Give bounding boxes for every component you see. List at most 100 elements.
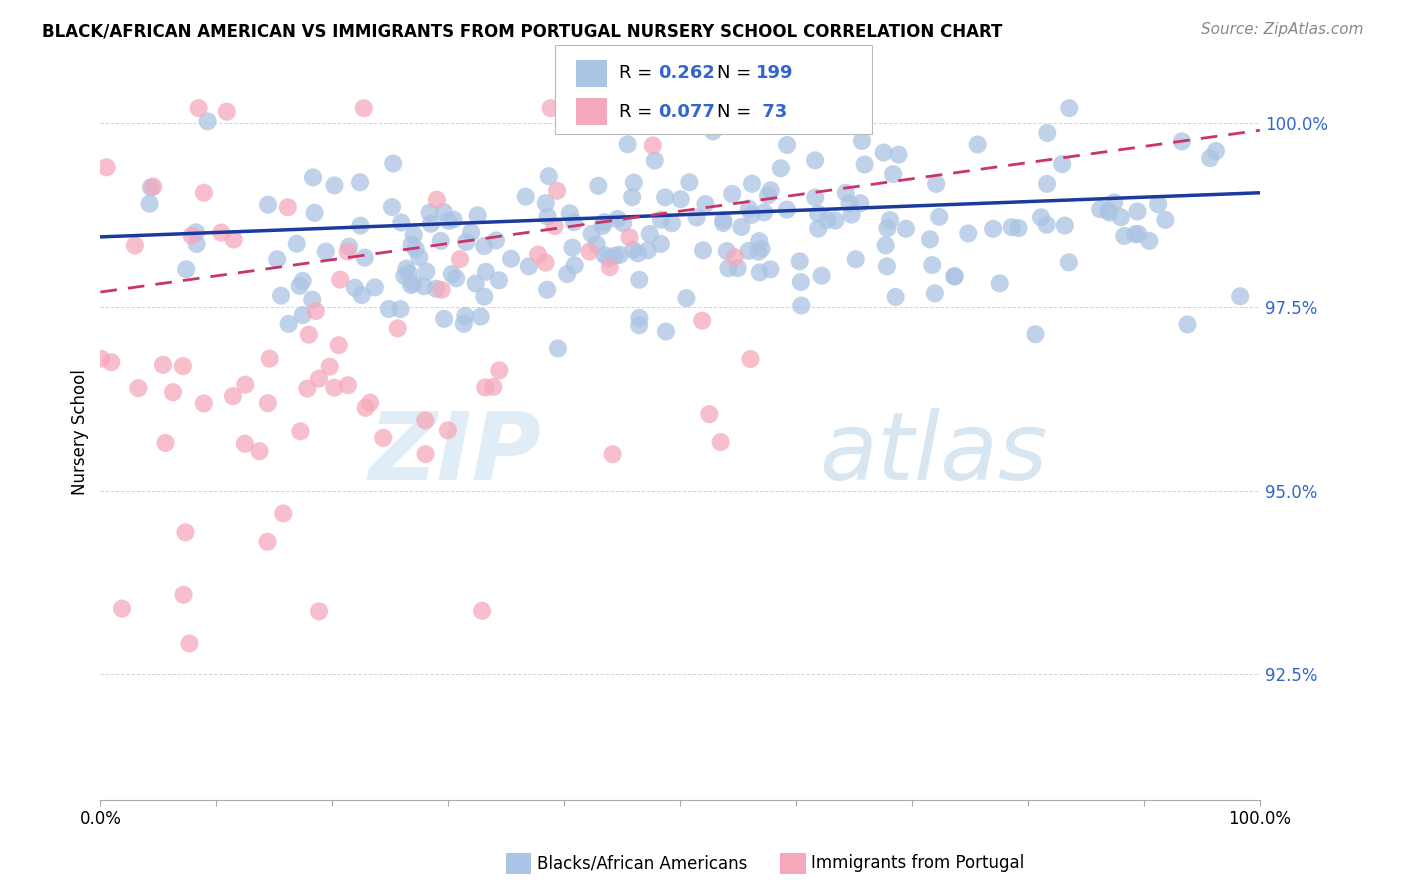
Point xyxy=(882,167,904,181)
Point xyxy=(751,242,773,256)
Point xyxy=(266,252,288,267)
Point xyxy=(748,265,770,279)
Text: N =: N = xyxy=(717,103,756,120)
Point xyxy=(894,221,917,235)
Text: N =: N = xyxy=(717,64,756,82)
Point xyxy=(323,381,346,395)
Point xyxy=(373,431,395,445)
Point xyxy=(277,200,299,214)
Text: Blacks/African Americans: Blacks/African Americans xyxy=(537,855,748,872)
Point xyxy=(699,407,721,421)
Point xyxy=(402,227,425,242)
Point xyxy=(655,325,678,339)
Point xyxy=(716,244,738,259)
Point xyxy=(426,193,449,207)
Point xyxy=(534,255,557,269)
Point xyxy=(138,196,160,211)
Point xyxy=(1123,227,1146,242)
Point xyxy=(685,211,707,225)
Point xyxy=(918,232,941,246)
Point xyxy=(285,236,308,251)
Point xyxy=(776,202,799,217)
Point xyxy=(943,269,966,284)
Point xyxy=(222,389,245,403)
Point xyxy=(408,250,430,264)
Point xyxy=(100,355,122,369)
Point xyxy=(537,169,560,184)
Point xyxy=(488,273,510,287)
Point xyxy=(1229,289,1251,303)
Point xyxy=(835,186,858,200)
Point xyxy=(588,178,610,193)
Point xyxy=(1057,255,1080,269)
Point xyxy=(585,237,607,252)
Point xyxy=(769,161,792,176)
Point xyxy=(184,225,207,239)
Point xyxy=(543,219,565,234)
Text: R =: R = xyxy=(619,103,658,120)
Point xyxy=(271,507,294,521)
Point xyxy=(711,213,734,227)
Point xyxy=(354,401,377,415)
Point xyxy=(173,588,195,602)
Point xyxy=(756,188,779,202)
Point xyxy=(609,248,631,262)
Point xyxy=(420,217,443,231)
Point xyxy=(315,244,337,259)
Point xyxy=(1177,318,1199,332)
Point xyxy=(711,216,734,230)
Point xyxy=(413,279,436,293)
Point xyxy=(1199,151,1222,165)
Point xyxy=(256,534,278,549)
Point xyxy=(730,219,752,234)
Point xyxy=(353,101,375,115)
Point xyxy=(721,186,744,201)
Point xyxy=(180,228,202,243)
Point xyxy=(172,359,194,373)
Point xyxy=(1029,211,1052,225)
Point xyxy=(1097,203,1119,218)
Point xyxy=(474,380,496,394)
Point xyxy=(1036,177,1059,191)
Point xyxy=(678,175,700,189)
Point xyxy=(727,261,749,276)
Point xyxy=(304,206,326,220)
Point xyxy=(627,246,650,260)
Point xyxy=(430,283,453,297)
Point xyxy=(179,636,201,650)
Point xyxy=(638,227,661,241)
Point xyxy=(1001,220,1024,235)
Point xyxy=(690,313,713,327)
Point xyxy=(661,216,683,230)
Text: 73: 73 xyxy=(756,103,787,120)
Point xyxy=(564,258,586,272)
Point xyxy=(456,235,478,249)
Point xyxy=(389,215,412,229)
Point xyxy=(464,277,486,291)
Text: R =: R = xyxy=(619,64,658,82)
Point xyxy=(740,352,762,367)
Point xyxy=(547,342,569,356)
Point xyxy=(644,153,666,168)
Point xyxy=(443,212,465,227)
Point xyxy=(515,189,537,203)
Point xyxy=(879,213,901,227)
Point xyxy=(415,447,437,461)
Point xyxy=(215,104,238,119)
Point xyxy=(209,226,232,240)
Point xyxy=(845,252,868,267)
Point xyxy=(111,601,134,615)
Point xyxy=(328,338,350,352)
Point xyxy=(297,382,319,396)
Point xyxy=(924,286,946,301)
Point xyxy=(233,436,256,450)
Point xyxy=(349,219,371,233)
Point xyxy=(669,192,692,206)
Point xyxy=(546,184,568,198)
Point xyxy=(488,363,510,377)
Point xyxy=(257,396,280,410)
Point xyxy=(482,380,505,394)
Point xyxy=(343,281,366,295)
Point xyxy=(1036,126,1059,140)
Point xyxy=(291,274,314,288)
